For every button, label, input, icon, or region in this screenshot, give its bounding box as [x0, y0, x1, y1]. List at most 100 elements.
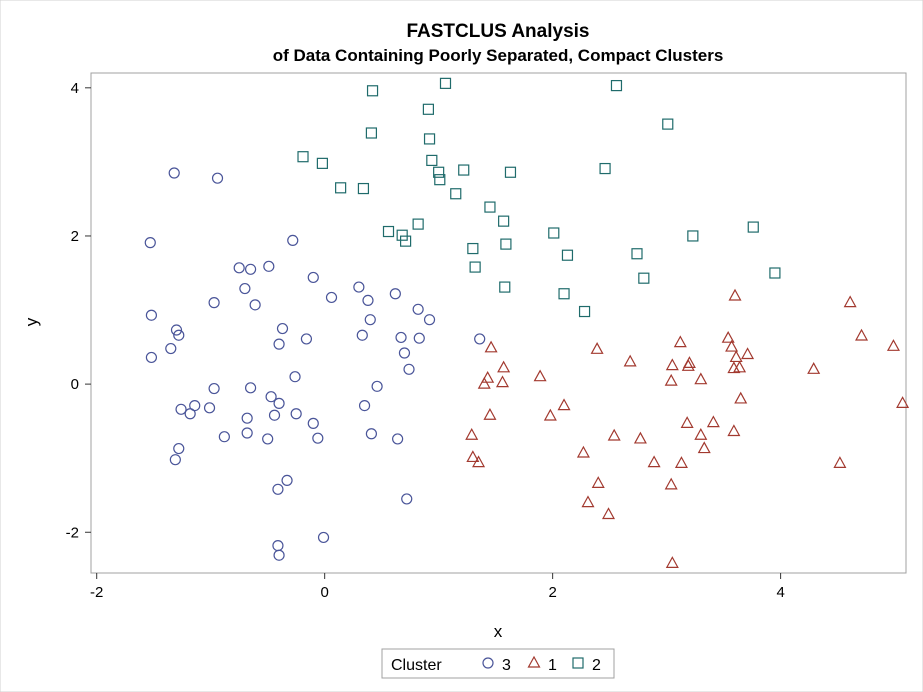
cluster-2-point [297, 151, 309, 163]
cluster-1-point [721, 330, 735, 343]
x-axis: -2 0 2 4 [90, 573, 785, 601]
cluster-1-point [706, 415, 720, 428]
cluster-1-point [497, 360, 511, 373]
cluster-3-point [273, 338, 285, 350]
cluster-1-point [477, 376, 491, 389]
cluster-3-point [281, 474, 293, 487]
cluster-1-point [855, 328, 869, 341]
cluster-2-point [610, 79, 623, 92]
cluster-3-point [371, 380, 383, 392]
y-axis-label: y [22, 317, 41, 326]
y-axis: -2 0 2 4 [66, 80, 91, 541]
cluster-3-point [356, 329, 368, 341]
cluster-3-point [398, 347, 411, 359]
cluster-2-point [747, 221, 759, 233]
cluster-3-point [364, 314, 376, 326]
cluster-3-point [145, 351, 158, 364]
cluster-3-point [169, 454, 181, 466]
cluster-1-point [665, 358, 679, 371]
cluster-3-point [170, 324, 183, 336]
cluster-1-point [725, 339, 739, 352]
cluster-1-point [664, 373, 678, 386]
cluster-3-point [244, 382, 257, 394]
cluster-3-point [265, 391, 277, 403]
legend-triangle-marker [527, 655, 541, 668]
cluster-3-point [325, 291, 338, 304]
cluster-3-point [392, 433, 404, 445]
cluster-3-point [249, 299, 261, 311]
cluster-2-point [599, 162, 611, 175]
cluster-1-point [843, 295, 857, 308]
cluster-3-point [272, 483, 284, 495]
cluster-3-point [262, 433, 274, 445]
cluster-1-point [557, 398, 571, 411]
cluster-1-point [481, 370, 495, 383]
cluster-3-point [273, 549, 285, 561]
cluster-1-point [680, 416, 694, 428]
cluster-3-point [208, 382, 220, 395]
cluster-3-point [474, 333, 486, 345]
cluster-1-point [727, 424, 741, 437]
plot-area [90, 72, 907, 574]
cluster-2-point [423, 133, 436, 145]
legend-label-cluster-1: 1 [548, 657, 557, 674]
cluster-1-point [466, 450, 480, 463]
cluster-1-point [664, 477, 678, 490]
cluster-3-point [300, 333, 313, 345]
cluster-1-point [576, 445, 590, 458]
cluster-2-point [458, 164, 470, 176]
cluster-1-point [807, 362, 821, 374]
cluster-2-point [412, 218, 424, 230]
cluster-1-point [484, 340, 498, 353]
legend-label-cluster-2: 2 [592, 657, 601, 674]
cluster-2-point [335, 182, 347, 194]
cluster-1-point [601, 507, 616, 520]
cluster-1-point [581, 495, 595, 508]
cluster-2-point [366, 85, 379, 97]
cluster-2-point [434, 174, 446, 186]
cluster-3-point [401, 493, 413, 505]
cluster-3-point [362, 294, 374, 307]
cluster-1-point [694, 427, 708, 440]
cluster-3-point [218, 431, 230, 443]
cluster-2-point [439, 77, 452, 89]
cluster-1-point [483, 407, 497, 420]
x-axis-label: x [494, 622, 503, 641]
cluster-3-point [307, 271, 319, 284]
cluster-2-point [396, 229, 408, 241]
cluster-3-point [168, 167, 180, 179]
cluster-2-point [422, 103, 434, 115]
cluster-1-point [665, 556, 679, 568]
cluster-2-point [504, 166, 517, 178]
cluster-2-point [382, 225, 395, 238]
cluster-3-point [144, 237, 156, 249]
cluster-1-point [543, 408, 557, 421]
cluster-3-point [307, 417, 319, 429]
cluster-2-point [558, 288, 570, 300]
cluster-1-point [647, 455, 661, 468]
cluster-1-point [682, 356, 696, 368]
x-tick-label: 0 [320, 584, 328, 601]
cluster-2-point [548, 227, 560, 239]
cluster-3-point [165, 342, 177, 355]
cluster-3-point [211, 172, 224, 184]
legend-circle-marker [482, 657, 494, 669]
cluster-2-point [631, 248, 643, 260]
cluster-2-point [467, 242, 479, 255]
cluster-2-point [769, 267, 781, 279]
x-tick-label: 4 [776, 584, 784, 601]
data-points [144, 77, 910, 568]
x-tick-label: 2 [548, 584, 556, 601]
cluster-3-point [312, 432, 324, 444]
cluster-2-point [316, 157, 328, 169]
legend-items: 3 1 2 [482, 655, 601, 674]
cluster-1-point [495, 375, 510, 388]
cluster-3-point [241, 412, 253, 424]
cluster-2-point [426, 154, 438, 167]
cluster-2-series [297, 77, 781, 318]
cluster-3-point [395, 331, 407, 344]
x-tick-label: -2 [90, 584, 103, 601]
cluster-3-point [263, 260, 275, 272]
